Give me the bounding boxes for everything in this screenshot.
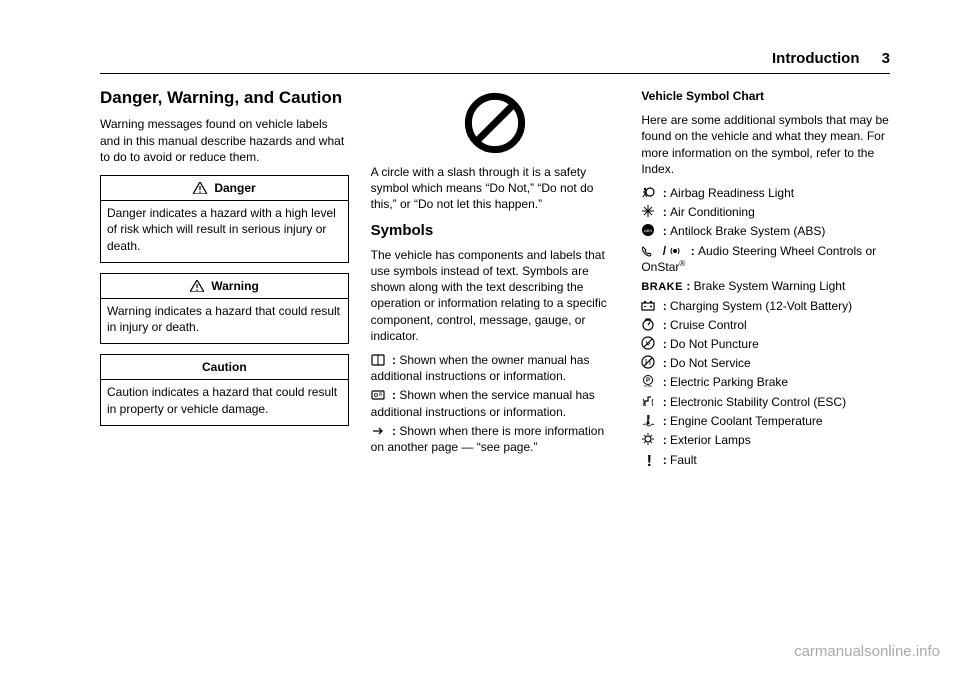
symbol-ac: : Air Conditioning — [641, 204, 890, 220]
symbol-coolant: : Engine Coolant Temperature — [641, 413, 890, 429]
watermark: carmanualsonline.info — [794, 643, 940, 660]
warning-box: Warning Warning indicates a hazard that … — [100, 273, 349, 345]
no-service-icon — [641, 355, 657, 369]
danger-triangle-icon — [193, 182, 207, 194]
symbol-lamps: : Exterior Lamps — [641, 432, 890, 448]
symbol-epb: PPARK : Electric Parking Brake — [641, 374, 890, 390]
page-header: Introduction 3 — [100, 50, 890, 67]
no-puncture-icon — [641, 336, 657, 350]
esc-icon — [641, 394, 657, 408]
no-symbol-icon — [460, 88, 530, 158]
svg-text:PARK: PARK — [644, 384, 652, 388]
column-2: A circle with a slash through it is a sa… — [371, 88, 620, 476]
caution-body: Caution indicates a hazard that could re… — [101, 380, 348, 424]
symbol-audio-onstar: / : Audio Steering Wheel Controls or OnS… — [641, 243, 890, 275]
column-1: Danger, Warning, and Caution Warning mes… — [100, 88, 349, 476]
brake-text-icon: BRAKE — [641, 281, 683, 293]
lamp-icon — [641, 432, 657, 446]
fault-icon: ! — [641, 451, 657, 473]
symbol-no-service: : Do Not Service — [641, 355, 890, 371]
service-manual-symbol-row: : Shown when the service manual has addi… — [371, 387, 620, 419]
cruise-icon — [641, 317, 657, 331]
page-number: 3 — [882, 50, 890, 67]
book-label: Shown when the owner manual has addition… — [371, 353, 590, 383]
danger-body: Danger indicates a hazard with a high le… — [101, 201, 348, 262]
warning-title: Warning — [211, 279, 259, 293]
vehicle-symbol-chart-intro: Here are some additional symbols that ma… — [641, 112, 890, 177]
abs-icon: ABS — [641, 223, 657, 237]
onstar-icon — [669, 245, 685, 257]
danger-title: Danger — [214, 181, 255, 195]
warning-body: Warning indicates a hazard that could re… — [101, 299, 348, 343]
parking-brake-icon: PPARK — [641, 374, 657, 388]
battery-icon — [641, 300, 657, 312]
tool-label: Shown when the service manual has additi… — [371, 388, 595, 418]
intro-paragraph: Warning messages found on vehicle labels… — [100, 116, 349, 165]
danger-box: Danger Danger indicates a hazard with a … — [100, 175, 349, 263]
symbols-heading: Symbols — [371, 221, 620, 241]
symbol-brake: BRAKE : Brake System Warning Light — [641, 278, 890, 295]
svg-text:ABS: ABS — [644, 228, 652, 233]
symbol-cruise: : Cruise Control — [641, 317, 890, 333]
owner-manual-symbol-row: : Shown when the owner manual has additi… — [371, 352, 620, 384]
symbol-abs: ABS : Antilock Brake System (ABS) — [641, 223, 890, 239]
symbol-no-puncture: : Do Not Puncture — [641, 336, 890, 352]
warning-triangle-icon — [190, 280, 204, 292]
snowflake-icon — [641, 204, 657, 218]
column-3: Vehicle Symbol Chart Here are some addit… — [641, 88, 890, 476]
chapter-title: Introduction — [772, 50, 859, 67]
airbag-icon — [641, 185, 657, 199]
header-rule — [100, 73, 890, 74]
circle-slash-description: A circle with a slash through it is a sa… — [371, 164, 620, 213]
symbol-charging: : Charging System (12-Volt Battery) — [641, 298, 890, 314]
phone-icon — [641, 245, 657, 257]
see-page-symbol-row: : Shown when there is more information o… — [371, 423, 620, 455]
vehicle-symbol-chart-title: Vehicle Symbol Chart — [641, 88, 890, 104]
coolant-icon — [641, 413, 657, 427]
caution-title: Caution — [202, 360, 247, 374]
symbols-intro: The vehicle has components and labels th… — [371, 247, 620, 344]
symbol-esc: : Electronic Stability Control (ESC) — [641, 394, 890, 410]
symbol-fault: ! : Fault — [641, 451, 890, 473]
symbol-airbag: : Airbag Readiness Light — [641, 185, 890, 201]
book-icon — [371, 354, 387, 366]
tool-icon — [371, 389, 387, 401]
danger-warning-caution-heading: Danger, Warning, and Caution — [100, 88, 349, 108]
arrow-label: Shown when there is more information on … — [371, 424, 604, 454]
arrow-icon — [371, 425, 387, 437]
caution-box: Caution Caution indicates a hazard that … — [100, 354, 349, 426]
